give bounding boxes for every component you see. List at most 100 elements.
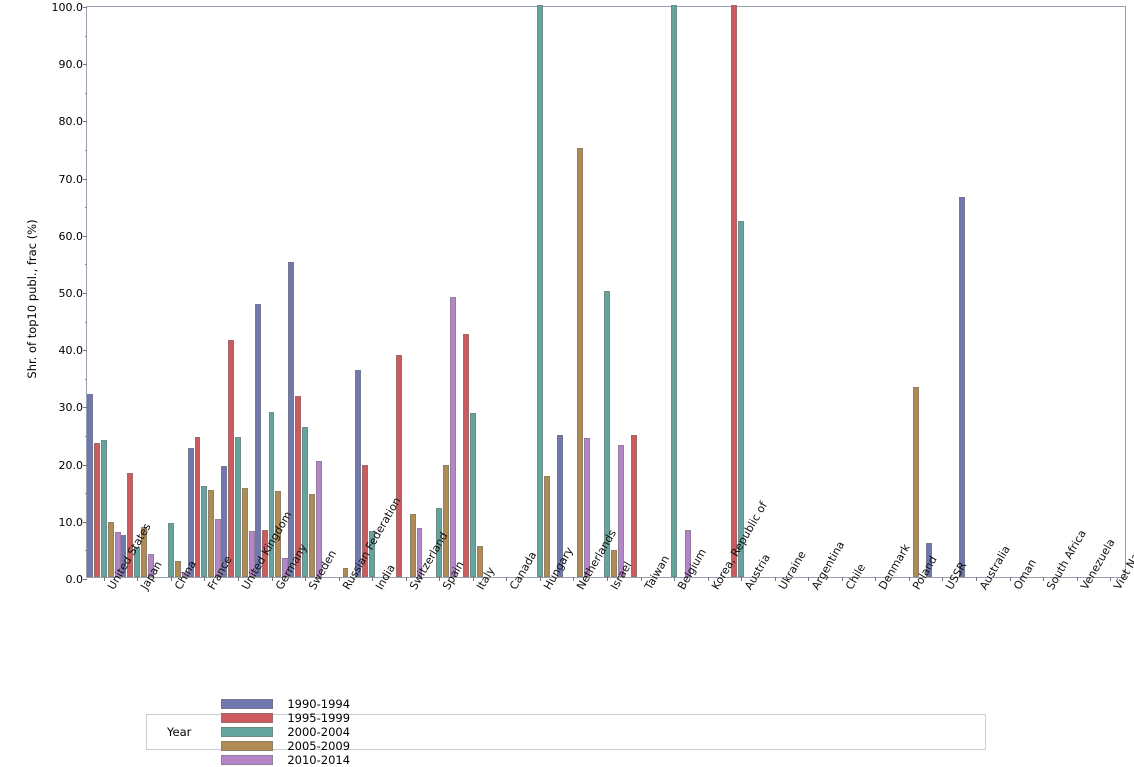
bar bbox=[181, 571, 188, 577]
bar bbox=[469, 412, 476, 577]
bar-group bbox=[590, 7, 624, 577]
x-axis-tick-mark bbox=[1043, 577, 1045, 581]
bar-group bbox=[355, 7, 389, 577]
legend-entry[interactable]: 1990-1994 bbox=[221, 697, 350, 711]
legend-entry[interactable]: 2005-2009 bbox=[221, 739, 350, 753]
y-axis-minor-tick-mark bbox=[84, 378, 87, 380]
bar bbox=[288, 261, 295, 577]
y-axis-tick-mark bbox=[83, 464, 87, 466]
x-axis-tick-mark bbox=[103, 577, 105, 581]
x-axis-tick-mark bbox=[137, 577, 139, 581]
x-axis-tick-mark bbox=[774, 577, 776, 581]
y-axis-minor-tick-mark bbox=[84, 35, 87, 37]
y-axis-tick-mark bbox=[83, 64, 87, 66]
bar bbox=[194, 437, 201, 577]
y-axis-tick-label: 0.0 bbox=[65, 573, 84, 586]
x-axis-tick-mark bbox=[271, 577, 273, 581]
bar bbox=[738, 220, 745, 577]
bar-group bbox=[523, 5, 557, 577]
y-axis-tick-label: 10.0 bbox=[58, 515, 84, 529]
bar bbox=[604, 291, 610, 577]
bar bbox=[355, 369, 362, 577]
legend-swatch bbox=[221, 699, 274, 709]
x-axis-tick-mark bbox=[808, 577, 810, 581]
y-axis-tick-label: 70.0 bbox=[58, 172, 84, 186]
y-axis-tick-mark bbox=[83, 407, 87, 409]
y-axis-minor-tick-mark bbox=[84, 550, 87, 552]
legend-swatch bbox=[221, 755, 274, 765]
legend-entry[interactable]: 2010-2014 bbox=[221, 753, 350, 767]
bar bbox=[912, 386, 919, 577]
x-axis-tick-mark bbox=[976, 577, 978, 581]
x-axis-tick-mark bbox=[573, 577, 575, 581]
bar bbox=[671, 5, 678, 577]
x-axis-tick-mark bbox=[472, 577, 474, 581]
x-axis-tick-mark bbox=[707, 577, 709, 581]
legend-label: 1995-1999 bbox=[287, 711, 351, 725]
bar bbox=[342, 567, 349, 577]
bar bbox=[100, 440, 107, 577]
bar-group bbox=[724, 5, 758, 577]
bar-group bbox=[959, 7, 993, 577]
bar-group bbox=[154, 7, 188, 577]
y-axis-tick-mark bbox=[83, 579, 87, 580]
legend-label: 2010-2014 bbox=[287, 753, 351, 767]
bar bbox=[731, 5, 738, 577]
bars-layer bbox=[87, 5, 1127, 577]
bar bbox=[228, 340, 234, 577]
legend-entry[interactable]: 1995-1999 bbox=[221, 711, 350, 725]
bar bbox=[450, 296, 456, 577]
x-axis-tick-mark bbox=[908, 577, 910, 581]
legend-label: 2005-2009 bbox=[287, 739, 351, 753]
x-axis-tick-mark bbox=[741, 577, 743, 581]
legend-title: Year bbox=[167, 725, 192, 739]
bar-group bbox=[87, 7, 121, 577]
bar bbox=[684, 530, 691, 577]
y-axis-tick-mark bbox=[83, 293, 87, 294]
bar bbox=[235, 437, 241, 577]
legend-swatch bbox=[221, 727, 274, 737]
bar bbox=[295, 395, 302, 577]
x-axis-tick-mark bbox=[1076, 577, 1078, 581]
x-axis-tick-mark bbox=[1009, 577, 1011, 581]
bar-group bbox=[322, 7, 356, 577]
legend-swatch bbox=[221, 713, 274, 723]
bar-group bbox=[456, 7, 490, 577]
bar bbox=[282, 557, 289, 577]
x-axis-tick-mark bbox=[506, 577, 508, 581]
bar-group bbox=[422, 7, 456, 577]
bar bbox=[248, 531, 255, 577]
legend-entries: 1990-1994 1995-1999 2000-2004 2005-2009 2010… bbox=[221, 697, 390, 767]
bar bbox=[436, 508, 443, 577]
x-axis-tick-mark bbox=[607, 577, 608, 581]
bar-group bbox=[1093, 7, 1127, 577]
y-axis-tick-label: 40.0 bbox=[58, 344, 84, 358]
bar bbox=[187, 447, 194, 577]
bar bbox=[556, 435, 563, 577]
bar bbox=[241, 488, 248, 577]
bar bbox=[107, 522, 114, 577]
y-axis-minor-tick-mark bbox=[84, 321, 87, 323]
bar bbox=[302, 426, 308, 577]
y-axis-tick-label: 100.0 bbox=[51, 1, 84, 14]
x-axis-tick-mark bbox=[1110, 577, 1112, 581]
bar bbox=[476, 545, 483, 577]
x-axis-tick-mark bbox=[237, 577, 239, 581]
bar bbox=[215, 518, 222, 577]
y-axis-minor-tick-mark bbox=[84, 92, 87, 94]
y-axis-tick-label: 90.0 bbox=[58, 58, 84, 72]
bar bbox=[201, 486, 208, 577]
y-axis-minor-tick-mark bbox=[84, 264, 87, 266]
legend-entry[interactable]: 2000-2004 bbox=[221, 725, 350, 739]
x-axis-tick-mark bbox=[204, 577, 206, 581]
bar bbox=[148, 554, 155, 577]
bar bbox=[416, 528, 423, 577]
bar-group bbox=[187, 7, 222, 577]
legend-label: 2000-2004 bbox=[287, 725, 351, 739]
x-axis-tick-mark bbox=[405, 577, 407, 581]
bar-group bbox=[993, 7, 1027, 577]
bar-group bbox=[892, 7, 926, 577]
bar bbox=[114, 532, 121, 577]
bar bbox=[134, 546, 141, 577]
